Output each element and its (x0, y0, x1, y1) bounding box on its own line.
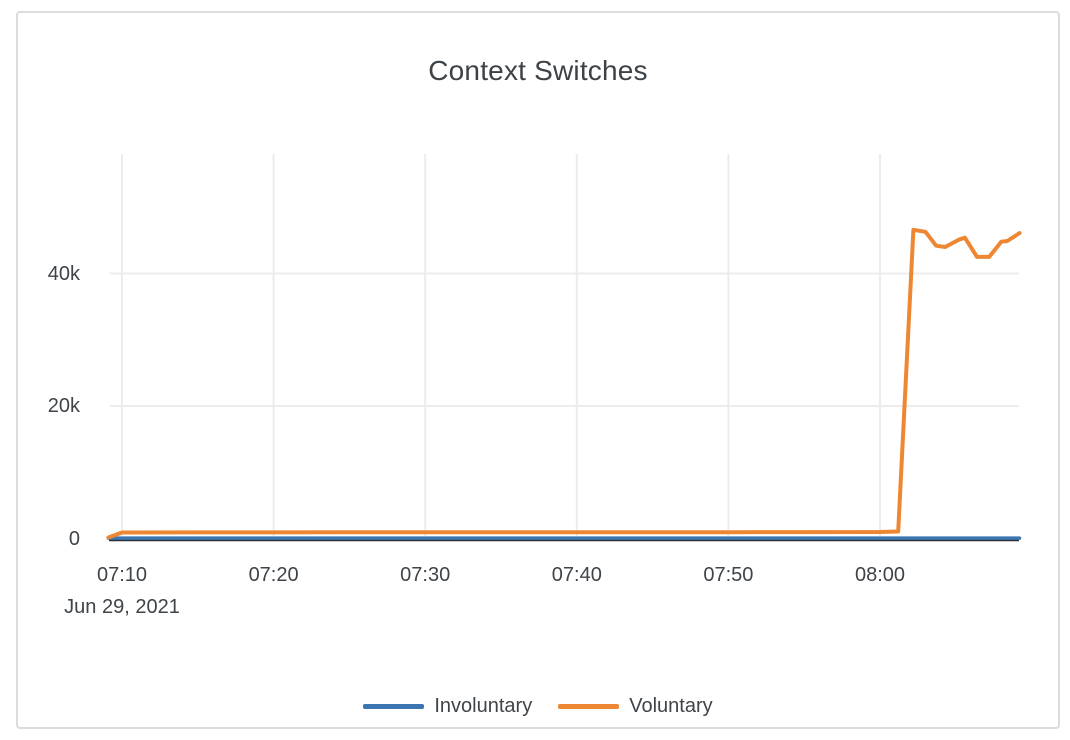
series-line-voluntary[interactable] (106, 227, 1022, 540)
x-tick-label: 07:10 (96, 564, 148, 586)
x-tick-label: 07:30 (400, 564, 451, 586)
legend-item-voluntary[interactable]: Voluntary (558, 695, 713, 718)
legend-label: Voluntary (629, 695, 713, 717)
x-tick-label: 07:40 (551, 564, 602, 586)
y-tick-label: 40k (47, 262, 80, 285)
x-tick-label: 08:00 (854, 564, 906, 586)
x-axis-date-label: Jun 29, 2021 (64, 596, 180, 618)
chart-title: Context Switches (428, 55, 648, 86)
legend-swatch-involuntary (363, 704, 425, 709)
x-tick-label: 07:20 (248, 564, 299, 586)
legend-swatch-voluntary (558, 704, 620, 709)
x-tick-label: 07:50 (703, 564, 754, 586)
y-tick-label: 20k (47, 395, 80, 417)
chart-legend: Involuntary Voluntary (18, 695, 1058, 718)
legend-item-involuntary[interactable]: Involuntary (363, 695, 532, 718)
legend-label: Involuntary (434, 695, 533, 717)
line-chart-plot-area[interactable] (18, 13, 1058, 727)
chart-card: Context Switches 0 20k 40k 07:10 07:20 07:30… (16, 11, 1060, 729)
y-tick-label: 0 (68, 527, 80, 550)
